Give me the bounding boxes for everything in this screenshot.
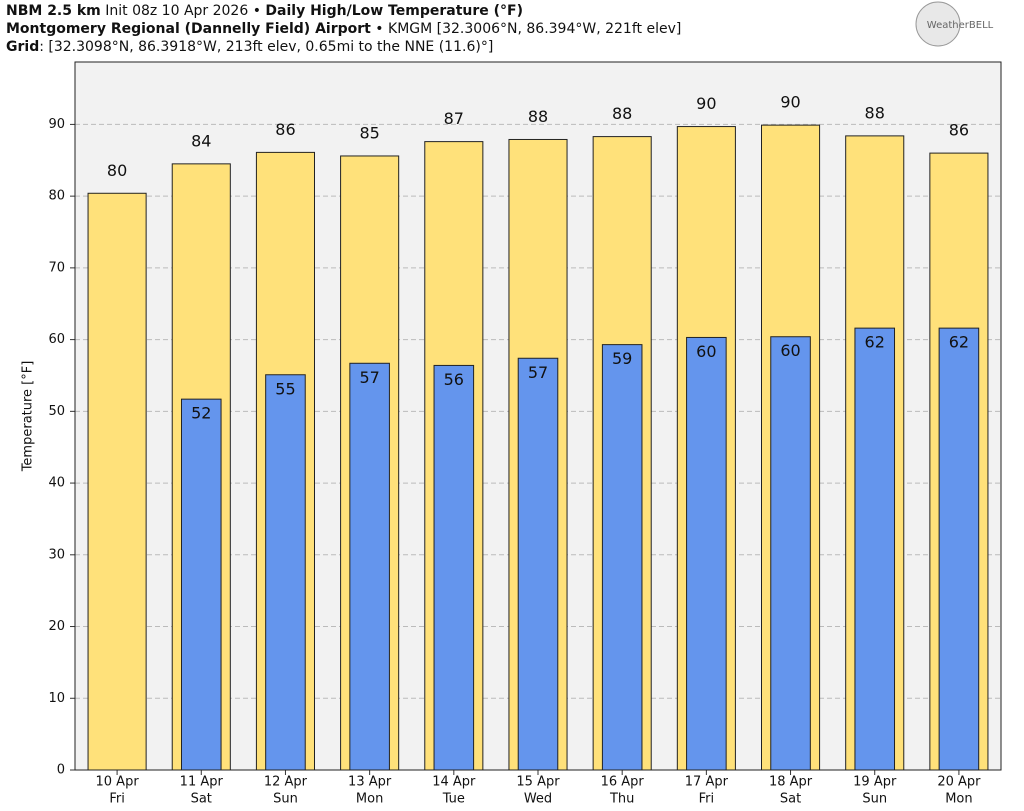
value-label: 60	[696, 342, 716, 361]
value-label: 56	[444, 370, 464, 389]
value-label: 86	[949, 121, 969, 140]
x-tick-sublabel: Sun	[273, 792, 298, 807]
x-tick-sublabel: Mon	[945, 792, 972, 807]
grid-label: Grid	[6, 39, 40, 55]
y-tick-label: 80	[48, 189, 65, 204]
product: Daily High/Low Temperature (°F)	[265, 3, 523, 19]
x-tick-sublabel: Sun	[862, 792, 887, 807]
value-label: 88	[865, 103, 885, 122]
y-tick-label: 0	[57, 763, 65, 778]
x-tick-sublabel: Sat	[191, 792, 212, 807]
x-tick-sublabel: Fri	[699, 792, 715, 807]
x-tick-sublabel: Mon	[356, 792, 383, 807]
value-label: 62	[865, 333, 885, 352]
logo-circle	[915, 1, 961, 47]
value-label: 88	[528, 107, 548, 126]
header: NBM 2.5 km Init 08z 10 Apr 2026 • Daily …	[6, 2, 681, 56]
value-label: 80	[107, 161, 127, 180]
station-info: • KMGM [32.3006°N, 86.394°W, 221ft elev]	[370, 21, 682, 37]
value-label: 60	[780, 341, 800, 360]
x-tick-label: 13 Apr	[348, 775, 392, 790]
value-label: 59	[612, 349, 632, 368]
bar	[854, 327, 896, 771]
plot-frame	[74, 61, 1002, 771]
x-tick-sublabel: Tue	[442, 792, 465, 807]
y-tick-label: 60	[48, 332, 65, 347]
value-label: 52	[191, 404, 211, 423]
x-tick-sublabel: Wed	[524, 792, 552, 807]
value-label: 88	[612, 104, 632, 123]
y-tick-label: 50	[48, 404, 65, 419]
x-tick-label: 12 Apr	[264, 775, 308, 790]
x-tick-label: 14 Apr	[432, 775, 476, 790]
separator: •	[248, 3, 266, 19]
header-line: Grid: [32.3098°N, 86.3918°W, 213ft elev,…	[6, 38, 681, 56]
x-tick-sublabel: Sat	[780, 792, 801, 807]
x-tick-sublabel: Thu	[609, 792, 634, 807]
value-label: 90	[780, 93, 800, 112]
bar	[938, 327, 980, 771]
y-tick-label: 90	[48, 117, 65, 132]
x-tick-label: 11 Apr	[180, 775, 224, 790]
value-label: 86	[275, 120, 295, 139]
value-label: 87	[444, 109, 464, 128]
bar	[349, 362, 390, 771]
x-tick-label: 10 Apr	[96, 775, 140, 790]
y-tick-label: 10	[48, 691, 65, 706]
y-axis-label: Temperature [°F]	[21, 361, 36, 473]
logo: WeatherBELL	[927, 20, 994, 31]
y-tick-label: 40	[48, 476, 65, 491]
value-label: 62	[949, 333, 969, 352]
init: Init 08z 10 Apr 2026	[105, 3, 249, 19]
bar	[433, 364, 475, 771]
bar	[770, 336, 811, 771]
bar	[180, 398, 222, 771]
station: Montgomery Regional (Dannelly Field) Air…	[6, 21, 371, 37]
x-tick-label: 17 Apr	[685, 775, 729, 790]
value-label: 84	[191, 131, 211, 150]
value-label: 57	[359, 368, 379, 387]
header-line: Montgomery Regional (Dannelly Field) Air…	[6, 20, 681, 38]
x-tick-label: 15 Apr	[516, 775, 560, 790]
bar	[601, 344, 643, 771]
value-label: 55	[275, 379, 295, 398]
value-label: 90	[696, 94, 716, 113]
value-label: 57	[528, 363, 548, 382]
value-label: 85	[359, 123, 379, 142]
model: NBM 2.5 km	[6, 3, 101, 19]
x-tick-label: 16 Apr	[601, 775, 645, 790]
y-tick-label: 30	[48, 547, 65, 562]
grid-info: : [32.3098°N, 86.3918°W, 213ft elev, 0.6…	[39, 39, 494, 55]
bar	[517, 357, 559, 771]
bar	[87, 192, 147, 771]
bar	[265, 374, 306, 771]
x-tick-sublabel: Fri	[109, 792, 125, 807]
y-tick-label: 70	[48, 260, 65, 275]
x-tick-label: 19 Apr	[853, 775, 897, 790]
y-tick-label: 20	[48, 619, 65, 634]
x-tick-label: 20 Apr	[937, 775, 981, 790]
header-line: NBM 2.5 km Init 08z 10 Apr 2026 • Daily …	[6, 2, 681, 20]
bar	[686, 336, 727, 771]
x-tick-label: 18 Apr	[769, 775, 813, 790]
